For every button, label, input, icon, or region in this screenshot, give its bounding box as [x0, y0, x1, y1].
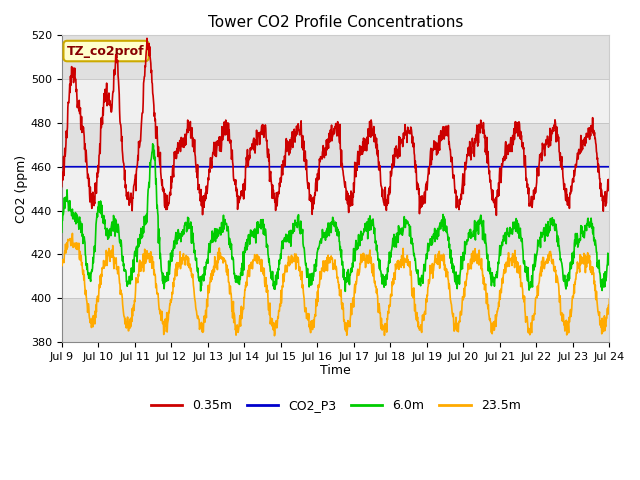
Text: TZ_co2prof: TZ_co2prof	[67, 45, 145, 58]
Bar	[61, 167, 609, 211]
Bar	[61, 79, 609, 123]
Bar	[61, 36, 609, 79]
Bar	[61, 298, 609, 342]
Y-axis label: CO2 (ppm): CO2 (ppm)	[15, 155, 28, 223]
X-axis label: Time: Time	[320, 364, 351, 377]
Title: Tower CO2 Profile Concentrations: Tower CO2 Profile Concentrations	[208, 15, 463, 30]
Bar	[61, 123, 609, 167]
Bar	[61, 211, 609, 254]
Bar	[61, 254, 609, 298]
Legend: 0.35m, CO2_P3, 6.0m, 23.5m: 0.35m, CO2_P3, 6.0m, 23.5m	[145, 394, 525, 417]
